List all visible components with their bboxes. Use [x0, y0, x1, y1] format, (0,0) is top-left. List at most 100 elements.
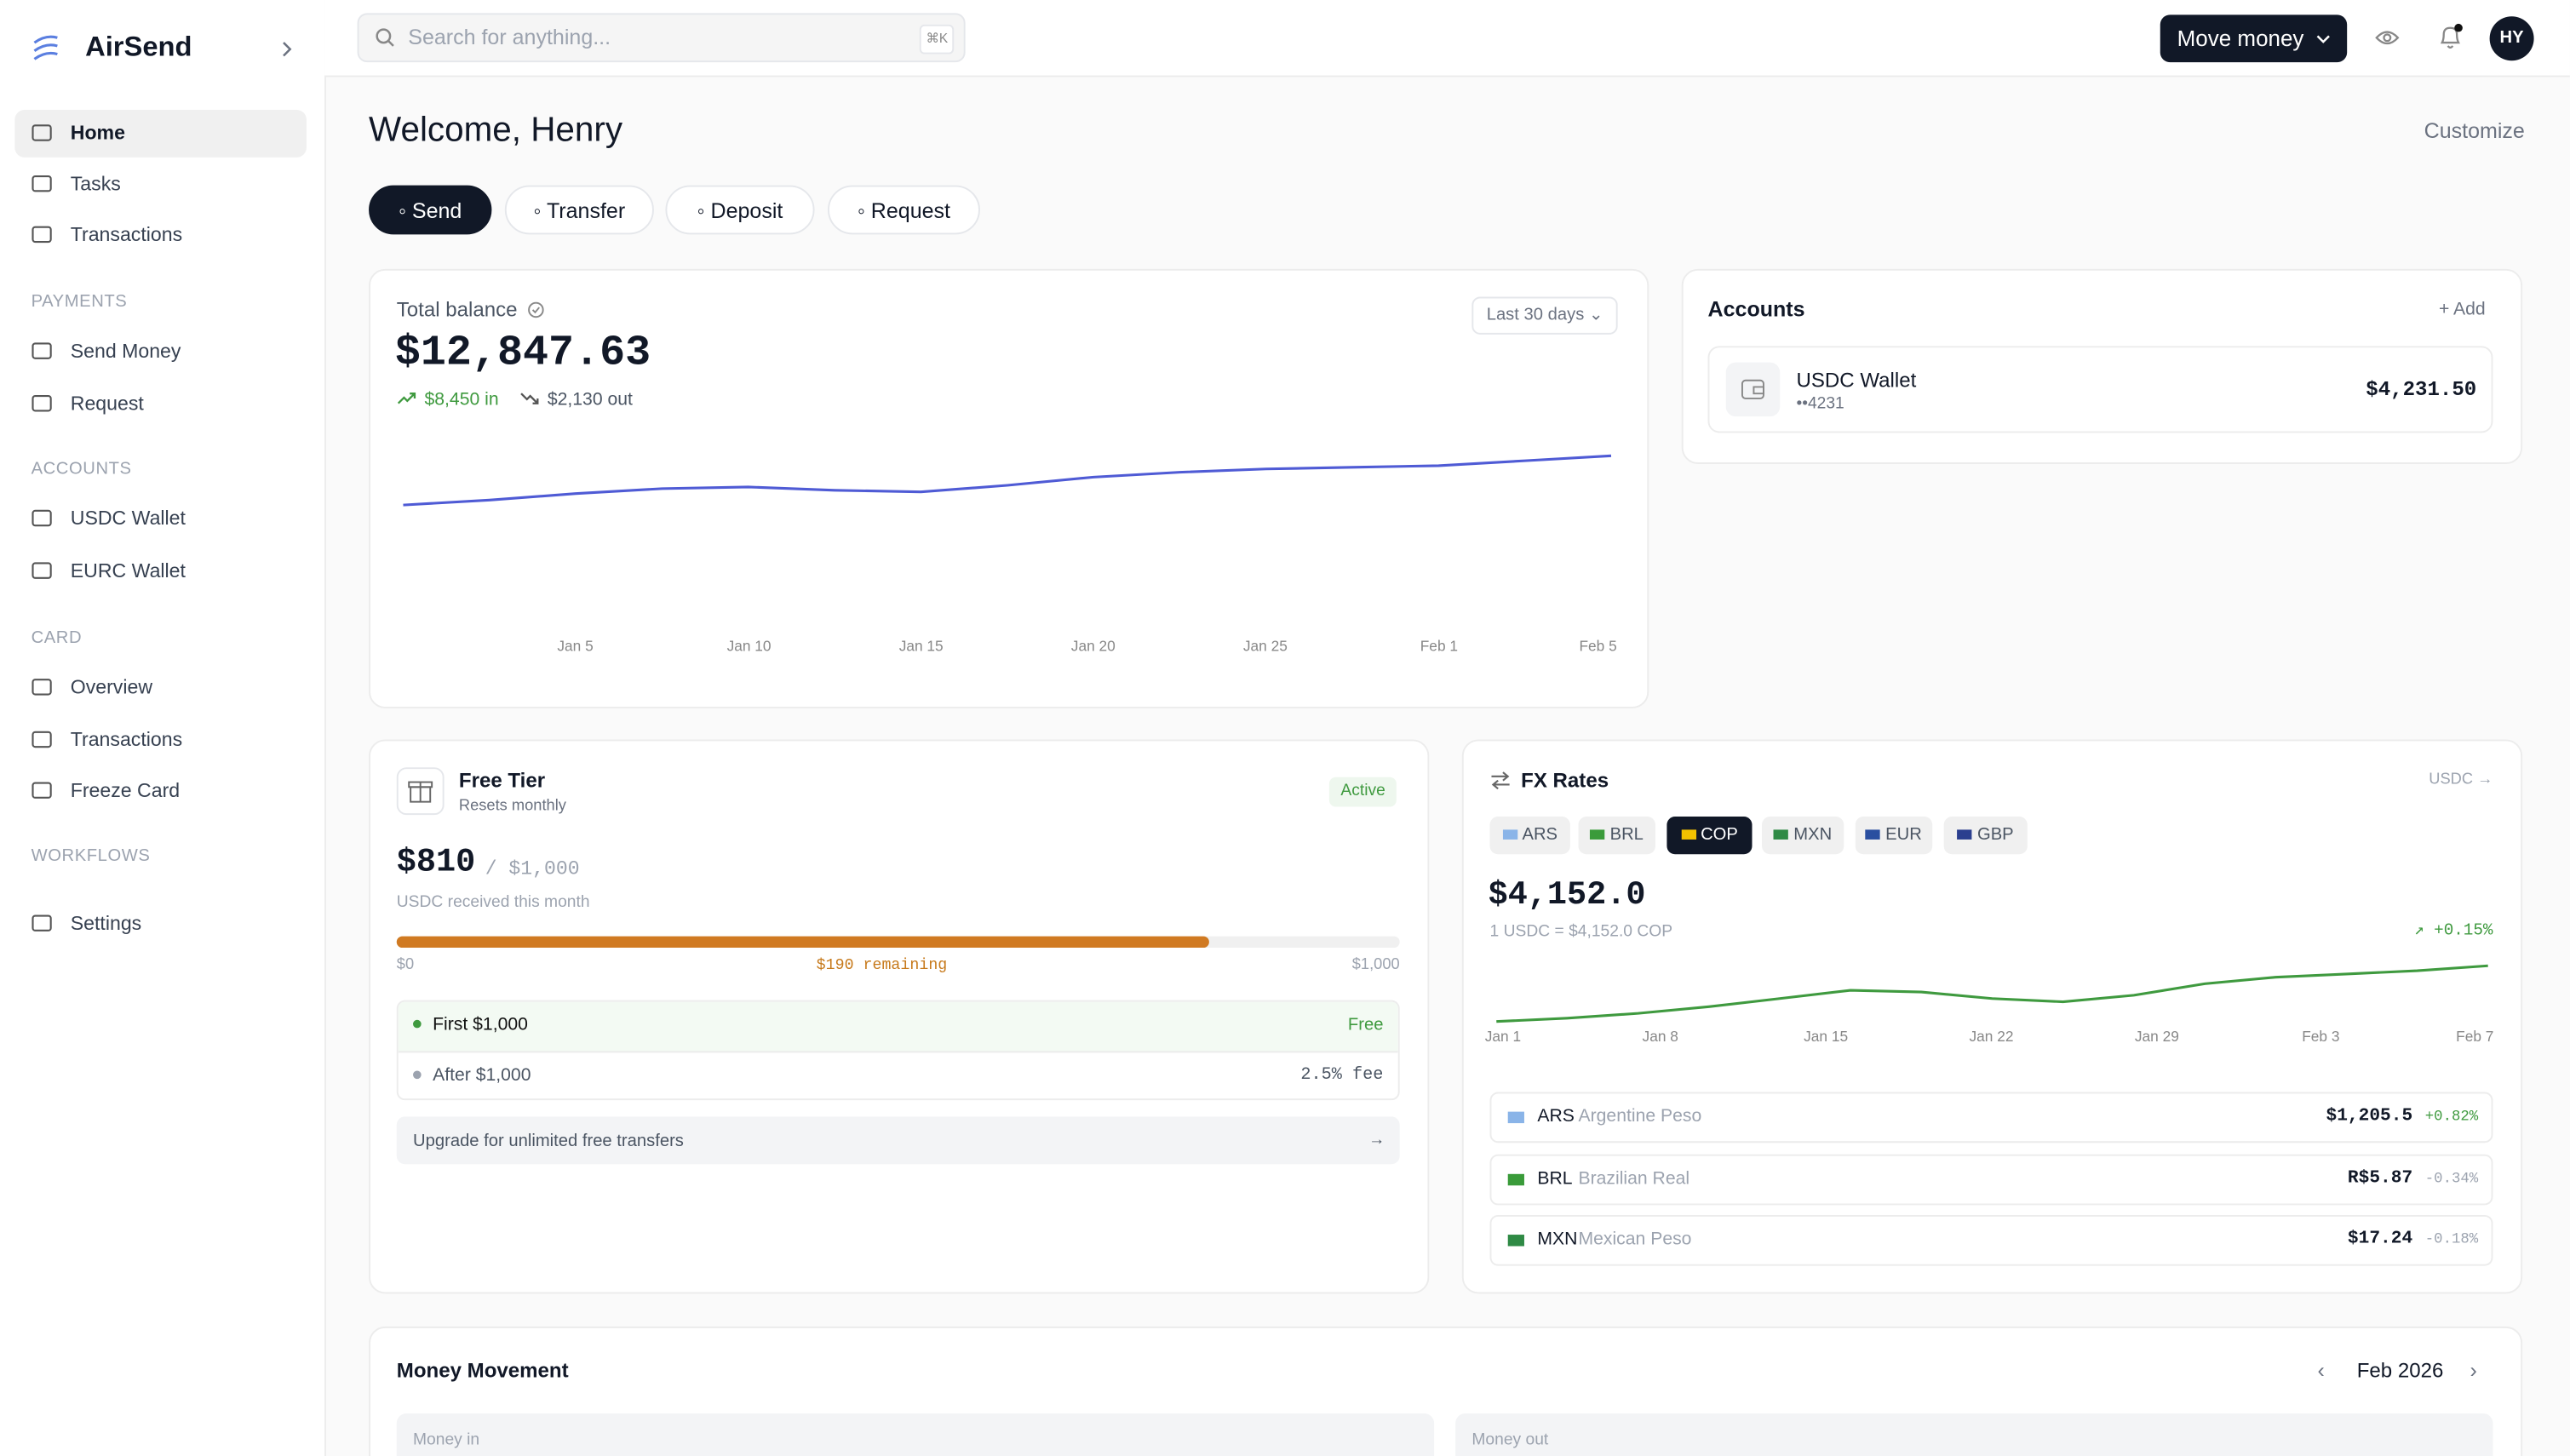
account-row[interactable]	[1707, 346, 2493, 433]
fx-tab[interactable]: EUR	[1855, 816, 1933, 855]
notifications-icon[interactable]	[2437, 23, 2464, 51]
action-button[interactable]: ◦ Deposit	[665, 185, 815, 235]
tier-dot	[413, 1070, 422, 1080]
fx-row[interactable]	[1489, 1214, 2493, 1266]
flag	[1507, 1235, 1524, 1247]
section-title[interactable]: WORKFLOWS	[31, 846, 151, 866]
action-button[interactable]: ◦ Request	[827, 185, 980, 235]
fx-tab[interactable]: COP	[1666, 816, 1753, 855]
line	[1496, 964, 2488, 1023]
nav-item[interactable]: Transactions	[70, 727, 183, 751]
fx-row[interactable]	[1489, 1092, 2493, 1144]
x-tick-label: Jan 15	[1804, 1028, 1848, 1045]
status-badge: Active	[1328, 777, 1397, 807]
action-button[interactable]: ◦ Send	[369, 185, 492, 235]
nav-item[interactable]: Home	[70, 121, 125, 145]
nav-item[interactable]: Transactions	[70, 222, 183, 246]
nav-item[interactable]: Tasks	[70, 172, 121, 196]
period: Feb 2026	[2356, 1359, 2444, 1383]
x-tick-label: Jan 20	[1071, 637, 1116, 654]
shortcut: ⌘K	[919, 24, 955, 54]
fx-name: Brazilian Real	[1578, 1168, 1690, 1189]
accounts-title: Accounts	[1707, 296, 1805, 322]
range-select[interactable]: Last 30 days ⌄	[1471, 296, 1618, 335]
account-name: USDC Wallet	[1796, 369, 1917, 393]
nav-item[interactable]: Send Money	[70, 339, 181, 363]
limit: / $1,000	[485, 857, 580, 881]
scale-start: $0	[396, 955, 415, 974]
fx-title: FX Rates	[1521, 769, 1609, 793]
money-in: $8,450 in	[424, 390, 499, 410]
collapse-icon[interactable]	[280, 41, 293, 57]
fx-price: R$5.87	[2347, 1168, 2413, 1189]
fx-tab[interactable]: BRL	[1578, 816, 1655, 855]
nav-item[interactable]: USDC Wallet	[70, 507, 186, 530]
x-tick-label: Jan 10	[727, 637, 772, 654]
x-tick-label: Jan 29	[2135, 1028, 2179, 1045]
tier-fee: 2.5% fee	[1300, 1065, 1384, 1086]
nav-item[interactable]: Freeze Card	[70, 778, 181, 802]
account-mask: ••4231	[1796, 395, 1844, 414]
fx-tab-label: COP	[1701, 824, 1738, 845]
nav-item[interactable]: Overview	[70, 675, 153, 699]
nav-icon	[32, 124, 52, 141]
customize-link[interactable]: Customize	[2424, 118, 2525, 143]
upgrade-text: Upgrade for unlimited free transfers	[413, 1131, 684, 1151]
x-tick-label: Jan 15	[899, 637, 944, 654]
money-out-label: Money out	[1471, 1431, 1549, 1450]
balance-label: Total balance	[396, 298, 518, 322]
progress-fill	[396, 936, 1209, 949]
prev-period[interactable]: ‹	[2317, 1357, 2325, 1383]
arrow-icon: →	[1368, 1131, 1385, 1149]
range-label: Last 30 days	[1486, 305, 1585, 325]
fx-tab[interactable]: MXN	[1762, 816, 1844, 855]
x-tick-label: Jan 22	[1970, 1028, 2014, 1045]
nav-item[interactable]: Settings	[70, 911, 142, 935]
nav-item[interactable]: EURC Wallet	[70, 558, 186, 582]
section-title[interactable]: PAYMENTS	[31, 291, 128, 312]
fx-row[interactable]	[1489, 1153, 2493, 1205]
fx-tab[interactable]: GBP	[1943, 816, 2028, 855]
brand: AirSend	[85, 31, 192, 63]
nav-icon	[32, 730, 52, 748]
eye-icon[interactable]	[2375, 26, 2400, 49]
fx-price: $17.24	[2347, 1230, 2413, 1250]
next-period[interactable]: ›	[2470, 1357, 2477, 1383]
fx-change: -0.18%	[2424, 1231, 2479, 1248]
fx-name: Argentine Peso	[1578, 1106, 1702, 1126]
trend-down-icon	[520, 393, 539, 404]
fx-code: MXN	[1537, 1230, 1578, 1250]
nav-icon	[32, 782, 52, 799]
progress-bar	[396, 936, 1400, 949]
fx-price: $1,205.5	[2326, 1106, 2413, 1126]
add-label: Add	[2453, 300, 2486, 320]
gift-icon	[396, 767, 445, 816]
move-money-button[interactable]: Move money	[2160, 14, 2348, 63]
nav-active-bg	[14, 110, 307, 158]
received-note: USDC received this month	[396, 893, 590, 912]
x-tick-label: Jan 8	[1643, 1028, 1678, 1045]
upgrade-banner[interactable]	[396, 1116, 1400, 1165]
section-title[interactable]: ACCOUNTS	[31, 459, 132, 479]
x-tick-label: Feb 5	[1579, 637, 1616, 654]
verified-icon	[528, 301, 544, 318]
section-title[interactable]: CARD	[31, 628, 83, 648]
fx-rate-note: 1 USDC = $4,152.0 COP	[1489, 923, 1673, 942]
fx-tab[interactable]: ARS	[1489, 816, 1570, 855]
avatar[interactable]: HY	[2489, 16, 2534, 61]
wallet-icon	[1725, 362, 1781, 417]
balance-card	[369, 268, 1649, 708]
x-tick-label: Feb 7	[2456, 1028, 2493, 1045]
add-account[interactable]: + Add	[2438, 300, 2486, 320]
action-button[interactable]: ◦ Transfer	[504, 185, 654, 235]
balance-chart: Jan 5 Jan 10 Jan 15 Jan 20 Jan 25 Feb 1 Feb 5	[403, 454, 1617, 655]
tier-label: First $1,000	[433, 1015, 528, 1035]
x-tick-label: Jan 1	[1485, 1028, 1521, 1045]
fx-base: USDC →	[2429, 771, 2493, 789]
search-box[interactable]	[357, 13, 966, 63]
money-out-panel	[1455, 1413, 2493, 1456]
nav-item[interactable]: Request	[70, 391, 144, 415]
flag	[1507, 1172, 1524, 1185]
